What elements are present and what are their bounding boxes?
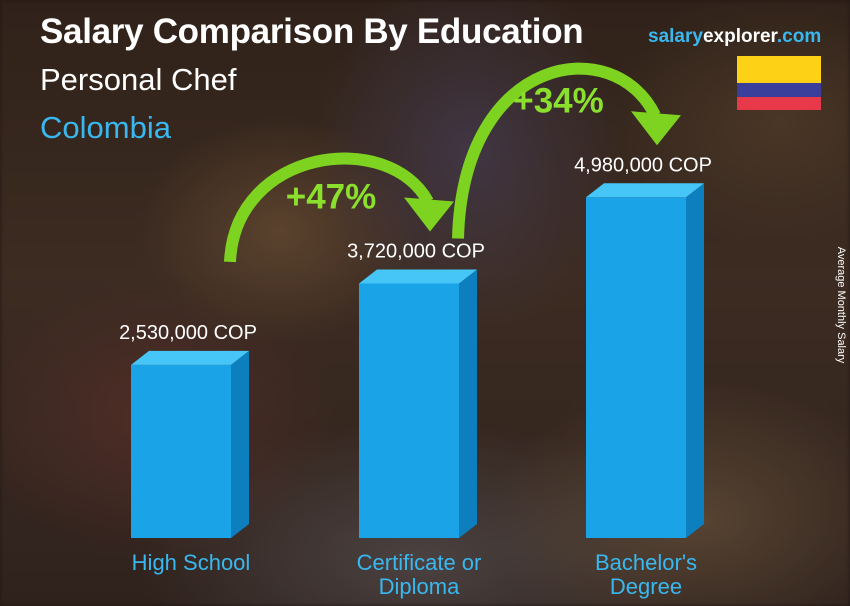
increase-label-0: +47% — [286, 177, 377, 216]
bar-front-2 — [586, 197, 686, 538]
increase-arrowhead-1 — [631, 111, 681, 146]
category-label-0: High School — [132, 550, 251, 575]
brand-part-salary: salary — [648, 26, 703, 47]
increase-arrow-1 — [452, 62, 661, 239]
bar-front-0 — [131, 364, 231, 538]
bar-side-0 — [231, 350, 249, 538]
bar-side-1 — [459, 269, 477, 538]
flag-stripe-red — [737, 96, 821, 110]
bar-side-2 — [686, 183, 704, 538]
brand-part-com: .com — [776, 26, 822, 47]
colombia-flag-icon — [737, 56, 821, 110]
increase-arrowhead-0 — [404, 197, 454, 232]
value-label-1: 3,720,000 COP — [347, 240, 485, 262]
increase-label-1: +34% — [513, 81, 604, 120]
bar-front-1 — [359, 283, 459, 538]
brand-part-explorer: explorer — [702, 26, 777, 47]
value-label-2: 4,980,000 COP — [574, 154, 712, 176]
country-name: Colombia — [40, 110, 171, 145]
flag-stripe-yellow — [737, 56, 821, 83]
flag-stripe-blue — [737, 83, 821, 97]
category-label-1: Certificate or Diploma — [357, 550, 482, 599]
value-label-0: 2,530,000 COP — [119, 322, 257, 344]
category-label-2: Bachelor's Degree — [595, 550, 697, 599]
chart-title: Salary Comparison By Education — [40, 12, 584, 51]
increase-arrow-0 — [224, 152, 434, 263]
brand-logo[interactable]: salaryexplorer.com — [648, 26, 821, 48]
bar-top-1 — [359, 269, 477, 284]
bar-top-0 — [131, 350, 249, 365]
bar-top-2 — [586, 183, 704, 198]
job-title: Personal Chef — [40, 62, 237, 97]
